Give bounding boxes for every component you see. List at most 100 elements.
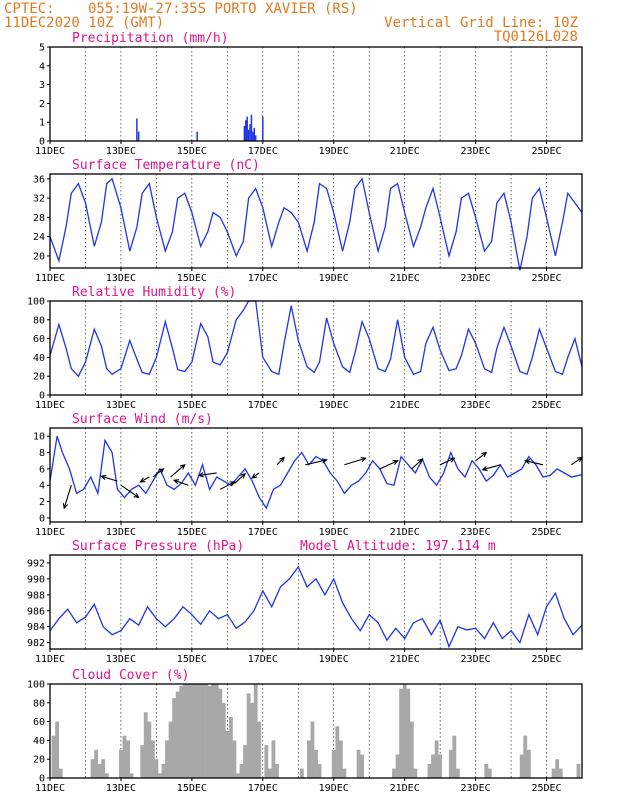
cloud-bar bbox=[228, 716, 233, 778]
cloud-bar bbox=[207, 685, 212, 778]
cloud-bar bbox=[392, 768, 396, 778]
panel-cloud: 0 20 40 60 80 100 11DEC 13DEC 15DEC 17DEC 19DEC 21D… bbox=[27, 668, 583, 794]
wind-arrow bbox=[276, 456, 285, 466]
xtick-label: 17DEC bbox=[248, 527, 278, 538]
cloud-bar bbox=[182, 684, 187, 778]
wind-arrow-shaft bbox=[219, 481, 235, 490]
cloud-bar bbox=[338, 740, 343, 778]
cloud-bar bbox=[487, 768, 492, 778]
cloud-bar bbox=[555, 759, 560, 778]
xtick-label: 23DEC bbox=[461, 783, 491, 794]
wind-arrow-shaft bbox=[475, 452, 487, 462]
cloud-bar bbox=[214, 684, 219, 778]
ytick-label: 40 bbox=[33, 736, 45, 747]
cloud-bar bbox=[161, 763, 166, 778]
xtick-label: 15DEC bbox=[177, 273, 207, 284]
cloud-bar bbox=[299, 768, 304, 778]
panel-frame bbox=[49, 683, 583, 779]
wind-arrow-shaft bbox=[439, 457, 455, 466]
xtick-label: 15DEC bbox=[177, 400, 207, 411]
panel-temp: 20 24 28 32 36 11DEC 13DEC 15DEC 17DEC 19DEC 21DEC… bbox=[33, 158, 583, 284]
ytick-label: 4 bbox=[39, 61, 45, 72]
xtick-label: 25DEC bbox=[531, 400, 561, 411]
wind-arrow-shaft bbox=[482, 464, 501, 471]
wind-arrow-shaft bbox=[170, 464, 186, 478]
wind-arrow-head bbox=[417, 458, 424, 464]
cloud-bar bbox=[395, 754, 400, 778]
xtick-label: 25DEC bbox=[531, 654, 561, 665]
cloud-bar bbox=[523, 735, 528, 778]
ytick-label: 4 bbox=[39, 481, 45, 492]
panel-title: Surface Pressure (hPa) bbox=[72, 539, 244, 554]
ytick-label: 2 bbox=[39, 497, 45, 508]
cloud-bar bbox=[122, 735, 127, 778]
wind-arrow-shaft bbox=[344, 457, 366, 466]
wind-arrow-head bbox=[62, 503, 68, 510]
ytick-label: 20 bbox=[33, 755, 45, 766]
ytick-label: 10 bbox=[33, 432, 45, 443]
cloud-bar bbox=[246, 693, 251, 778]
xtick-label: 13DEC bbox=[106, 400, 136, 411]
cloud-bar bbox=[218, 688, 223, 778]
wind-arrow-shaft bbox=[276, 457, 285, 466]
panel-frame bbox=[49, 173, 583, 269]
panel-precip: 0 1 2 3 4 5 11DEC 13DEC 15DEC 17DEC 19DEC 21DEC 23DE… bbox=[35, 31, 583, 157]
wind-arrow-shaft bbox=[198, 472, 217, 476]
wind-arrow-shaft bbox=[101, 475, 118, 482]
panel-frame bbox=[49, 554, 583, 650]
ytick-label: 0 bbox=[39, 137, 45, 148]
header-source: CPTEC: bbox=[4, 1, 55, 17]
panel-title: Surface Wind (m/s) bbox=[72, 412, 213, 427]
cloud-bar bbox=[317, 763, 322, 778]
cloud-bar bbox=[239, 763, 244, 778]
ytick-label: 80 bbox=[33, 315, 45, 326]
ytick-label: 80 bbox=[33, 698, 45, 709]
cloud-bar bbox=[360, 754, 365, 778]
wind-arrow bbox=[439, 457, 456, 466]
wind-arrow bbox=[379, 460, 399, 470]
wind-arrow-shaft bbox=[63, 485, 72, 509]
xtick-label: 21DEC bbox=[390, 273, 420, 284]
cloud-bar bbox=[225, 731, 230, 778]
precip-bar bbox=[249, 124, 251, 141]
ytick-label: 990 bbox=[27, 574, 45, 585]
ytick-label: 36 bbox=[33, 174, 45, 185]
cloud-bar bbox=[193, 684, 198, 778]
xtick-label: 21DEC bbox=[390, 783, 420, 794]
xtick-label: 23DEC bbox=[461, 527, 491, 538]
precip-bar bbox=[253, 127, 256, 141]
cloud-bar bbox=[97, 763, 102, 778]
cloud-bar bbox=[51, 735, 56, 778]
cloud-bar bbox=[264, 745, 269, 778]
ytick-label: 0 bbox=[39, 774, 45, 785]
cloud-bar bbox=[434, 740, 439, 778]
cloud-bar bbox=[158, 773, 162, 778]
xtick-label: 13DEC bbox=[106, 783, 136, 794]
precip-bar bbox=[250, 114, 253, 141]
panel-note: Model Altitude: 197.114 m bbox=[300, 539, 496, 554]
xtick-label: 23DEC bbox=[461, 400, 491, 411]
xtick-label: 25DEC bbox=[531, 783, 561, 794]
cloud-bar bbox=[55, 721, 60, 778]
ytick-label: 6 bbox=[39, 464, 45, 475]
ytick-label: 20 bbox=[33, 372, 45, 383]
panel-frame bbox=[49, 427, 583, 523]
wind-arrow-shaft bbox=[379, 460, 398, 470]
cloud-bar bbox=[310, 721, 315, 778]
cloud-bar bbox=[526, 749, 531, 778]
xtick-label: 23DEC bbox=[461, 273, 491, 284]
press-series-line bbox=[49, 565, 583, 649]
wind-arrow-head bbox=[139, 477, 146, 483]
wind-arrow-shaft bbox=[251, 472, 260, 479]
xtick-label: 23DEC bbox=[461, 654, 491, 665]
cloud-bar bbox=[331, 749, 336, 778]
xtick-label: 19DEC bbox=[319, 273, 349, 284]
xtick-label: 11DEC bbox=[35, 146, 65, 157]
cloud-bar bbox=[427, 763, 432, 778]
cloud-bar bbox=[409, 721, 414, 778]
ytick-label: 992 bbox=[27, 558, 45, 569]
panel-frame bbox=[49, 46, 583, 142]
wind-arrow-shaft bbox=[140, 476, 150, 483]
wind-arrow-shaft bbox=[571, 456, 583, 466]
xtick-label: 15DEC bbox=[177, 527, 207, 538]
